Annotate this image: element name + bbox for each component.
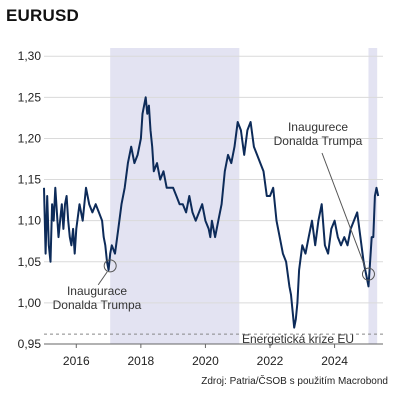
x-tick-label: 2016 bbox=[63, 354, 90, 368]
y-tick-label: 1,25 bbox=[18, 90, 42, 104]
x-tick-label: 2022 bbox=[257, 354, 284, 368]
chart-title: EURUSD bbox=[6, 6, 79, 25]
series-line-0 bbox=[43, 96, 380, 329]
x-tick-label: 2018 bbox=[128, 354, 155, 368]
reference-line-layer: Energetická krize EU bbox=[44, 332, 383, 346]
y-tick-label: 1,10 bbox=[18, 214, 42, 228]
x-tick-label: 2024 bbox=[321, 354, 348, 368]
shaded-period-1 bbox=[368, 48, 378, 344]
y-tick-label: 1,00 bbox=[18, 296, 42, 310]
y-tick-label: 1,05 bbox=[18, 255, 42, 269]
annotation-label: Inaugurace bbox=[67, 284, 127, 298]
annotation-leader bbox=[321, 152, 366, 269]
y-tick-label: 1,30 bbox=[18, 49, 42, 63]
annotation-label: Donalda Trumpa bbox=[53, 298, 142, 312]
annotation-leader bbox=[97, 271, 108, 286]
annotation-marker bbox=[361, 267, 375, 281]
y-tick-label: 1,15 bbox=[18, 173, 42, 187]
reference-line-label: Energetická krize EU bbox=[242, 332, 354, 346]
shade-layer bbox=[110, 48, 378, 344]
series-layer bbox=[43, 96, 380, 329]
annotation-label: Inaugurece bbox=[288, 120, 348, 134]
axis-layer: 0,95 1,00 1,05 1,10 1,15 1,20 1,25 1,30 2016 2018… bbox=[18, 49, 383, 368]
source-note: Zdroj: Patria/ČSOB s použitím Macrobond bbox=[201, 376, 388, 387]
y-tick-label: 0,95 bbox=[18, 337, 42, 351]
y-tick-label: 1,20 bbox=[18, 131, 42, 145]
x-tick-label: 2020 bbox=[192, 354, 219, 368]
annotation-marker bbox=[103, 259, 117, 273]
annotation-label: Donalda Trumpa bbox=[274, 134, 363, 148]
